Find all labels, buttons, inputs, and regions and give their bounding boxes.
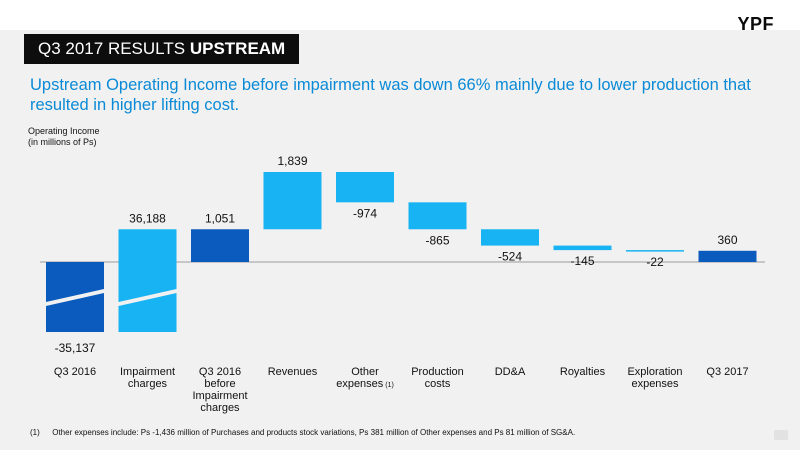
section-title-bold: UPSTREAM	[189, 39, 286, 58]
bar-1	[118, 229, 177, 332]
value-label-0: -35,137	[55, 341, 96, 355]
value-label-5: -865	[425, 233, 449, 247]
section-title: Q3 2017 RESULTS UPSTREAM	[24, 34, 300, 64]
axis-break-mark-1	[118, 289, 177, 306]
category-label-6: DD&A	[495, 366, 526, 378]
category-label-7: Royalties	[560, 366, 606, 378]
category-label-0: Q3 2016	[54, 366, 96, 378]
y-axis-label: Operating Income (in millions of Ps)	[28, 126, 100, 148]
category-label-4: Other expenses (1)	[336, 366, 394, 390]
footnote: (1) Other expenses include: Ps -1,436 mi…	[30, 428, 575, 437]
value-label-6: -524	[498, 250, 522, 264]
bar-8	[626, 250, 684, 252]
value-label-7: -145	[570, 254, 594, 268]
footnote-text: Other expenses include: Ps -1,436 millio…	[52, 428, 576, 437]
value-label-4: -974	[353, 206, 377, 220]
page-number-icon	[774, 430, 788, 440]
value-label-2: 1,051	[205, 211, 235, 225]
footnote-marker: (1)	[30, 428, 40, 437]
bar-6	[481, 229, 539, 246]
category-label-2: Q3 2016 before Impairment charges	[192, 366, 247, 414]
y-axis-label-line-2: (in millions of Ps)	[28, 137, 97, 147]
value-label-9: 360	[717, 233, 737, 247]
bar-9	[698, 250, 757, 262]
section-title-main: Q3 2017 RESULTS	[38, 39, 186, 58]
category-label-3: Revenues	[268, 366, 318, 378]
value-label-1: 36,188	[129, 211, 166, 225]
y-axis-label-line-1: Operating Income	[28, 126, 100, 136]
bar-4	[336, 172, 394, 203]
ypf-logo: YPF	[737, 14, 774, 34]
category-label-9: Q3 2017	[706, 366, 748, 378]
bar-3	[263, 172, 322, 230]
value-label-8: -22	[646, 255, 664, 269]
category-label-5: Production costs	[411, 366, 464, 390]
axis-break-mark-0	[46, 289, 104, 306]
category-label-8: Exploration expenses	[627, 366, 682, 390]
value-label-3: 1,839	[277, 154, 307, 168]
bar-5	[408, 202, 467, 230]
bar-2	[191, 229, 249, 262]
headline: Upstream Operating Income before impairm…	[30, 76, 751, 114]
category-label-1: Impairment charges	[120, 366, 175, 390]
bar-7	[553, 245, 612, 251]
